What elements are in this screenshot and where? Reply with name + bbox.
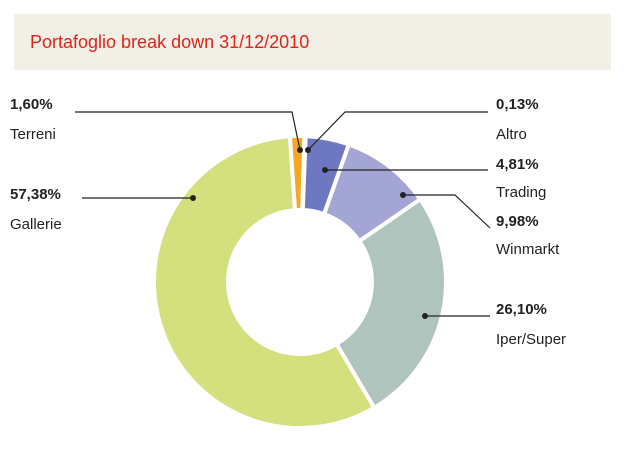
value-label: 26,10%	[496, 301, 547, 318]
leader-dot	[190, 195, 196, 201]
leader-line	[307, 111, 488, 151]
leader-dot	[305, 147, 311, 153]
leader-line	[403, 194, 491, 229]
leader-dot	[297, 147, 303, 153]
value-label: 1,60%	[10, 96, 53, 113]
leader-line	[75, 111, 301, 151]
category-label: Altro	[496, 126, 527, 143]
donut-slice	[333, 196, 448, 411]
leader-dot	[400, 192, 406, 198]
category-label: Iper/Super	[496, 331, 566, 348]
leader-dot	[422, 313, 428, 319]
value-label: 57,38%	[10, 186, 61, 203]
category-label: Gallerie	[10, 216, 62, 233]
value-label: 0,13%	[496, 96, 539, 113]
header-band	[14, 14, 611, 70]
donut-slice	[152, 134, 377, 430]
category-label: Winmarkt	[496, 241, 560, 258]
value-label: 9,98%	[496, 213, 539, 230]
category-label: Trading	[496, 184, 546, 201]
category-label: Terreni	[10, 126, 56, 143]
value-label: 4,81%	[496, 156, 539, 173]
leader-dot	[322, 167, 328, 173]
chart-title: Portafoglio break down 31/12/2010	[30, 32, 309, 52]
